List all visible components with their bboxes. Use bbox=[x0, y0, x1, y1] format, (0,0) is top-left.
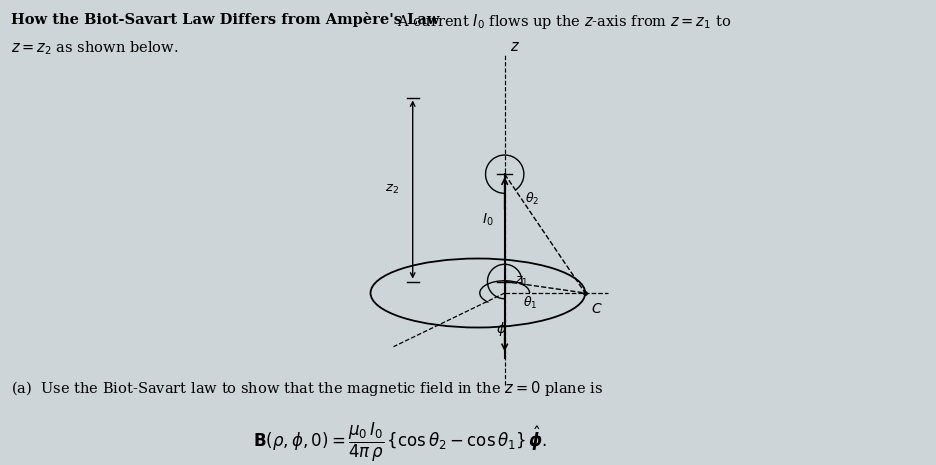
Text: $\phi$: $\phi$ bbox=[495, 320, 505, 338]
Text: (a)  Use the Biot-Savart law to show that the magnetic field in the $z = 0$ plan: (a) Use the Biot-Savart law to show that… bbox=[11, 379, 603, 398]
Text: $z_2$: $z_2$ bbox=[385, 183, 399, 196]
Text: $z = z_2$ as shown below.: $z = z_2$ as shown below. bbox=[11, 40, 179, 57]
Text: $z_1$: $z_1$ bbox=[515, 275, 528, 288]
Text: $C$: $C$ bbox=[591, 302, 603, 316]
Text: A current $I_0$ flows up the $z$-axis from $z = z_1$ to: A current $I_0$ flows up the $z$-axis fr… bbox=[388, 12, 730, 31]
Text: $I_0$: $I_0$ bbox=[482, 212, 493, 228]
Text: $\mathbf{B}(\rho, \phi, 0) = \dfrac{\mu_0\, I_0}{4\pi\, \rho}\, \{\cos\theta_2 -: $\mathbf{B}(\rho, \phi, 0) = \dfrac{\mu_… bbox=[253, 421, 547, 464]
Text: How the Biot-Savart Law Differs from Ampère's Law: How the Biot-Savart Law Differs from Amp… bbox=[11, 12, 439, 27]
Text: $z$: $z$ bbox=[509, 40, 519, 54]
Text: $\theta_2$: $\theta_2$ bbox=[525, 191, 539, 207]
Text: $\theta_1$: $\theta_1$ bbox=[522, 295, 537, 312]
